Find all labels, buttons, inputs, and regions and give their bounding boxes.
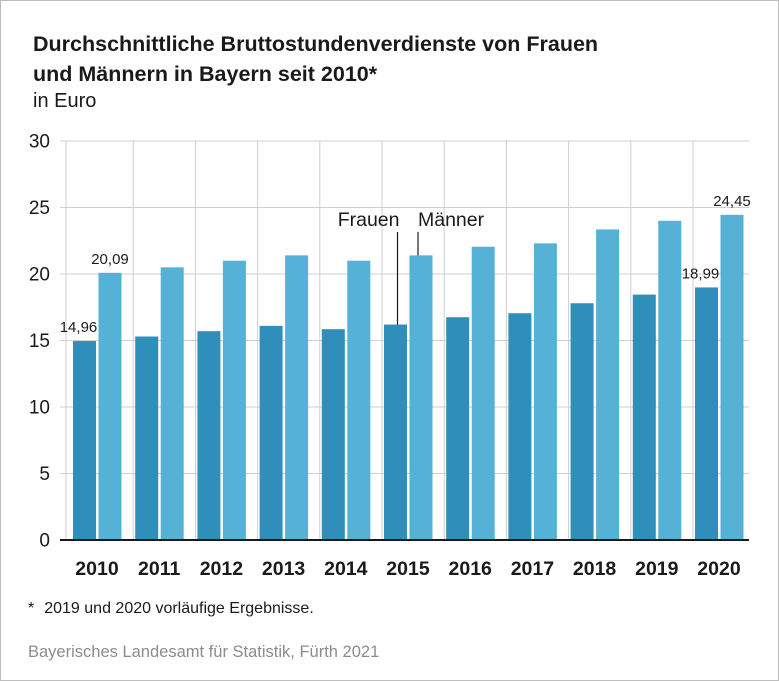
bar-frauen-2010 [73, 341, 96, 540]
bar-frauen-2020 [695, 287, 718, 540]
bar-maenner-2018 [596, 229, 620, 540]
data-label-maenner-2020: 24,45 [713, 193, 751, 210]
y-tick-label-25: 25 [29, 198, 50, 219]
chart-title-line-1: Durchschnittliche Bruttostundenverdienst… [33, 32, 599, 56]
source-note: Bayerisches Landesamt für Statistik, Für… [28, 643, 380, 661]
bar-maenner-2020 [720, 214, 744, 540]
bar-frauen-2013 [259, 325, 283, 540]
bar-maenner-2016 [471, 246, 495, 541]
x-tick-label-2011: 2011 [138, 558, 180, 580]
chart-title-line-2: und Männern in Bayern seit 2010* [33, 62, 378, 86]
x-tick-label-2010: 2010 [75, 558, 119, 580]
bar-frauen-2019 [632, 294, 656, 540]
x-tick-label-2012: 2012 [200, 558, 244, 580]
y-tick-label-15: 15 [29, 331, 50, 352]
y-tick-label-30: 30 [29, 132, 50, 153]
x-tick-label-2017: 2017 [511, 558, 554, 580]
bar-maenner-2015 [409, 255, 433, 540]
y-tick-label-20: 20 [29, 265, 50, 286]
x-tick-label-2015: 2015 [386, 558, 430, 580]
bar-maenner-2013 [285, 255, 309, 540]
bar-frauen-2012 [197, 331, 221, 540]
bar-frauen-2017 [508, 313, 532, 540]
bar-frauen-2014 [321, 329, 345, 540]
y-tick-label-0: 0 [39, 531, 50, 552]
data-label-frauen-2020: 18,99 [682, 265, 720, 282]
x-tick-label-2020: 2020 [697, 558, 741, 580]
y-tick-label-10: 10 [29, 398, 50, 419]
bar-maenner-2017 [533, 243, 557, 540]
bar-frauen-2015 [384, 324, 407, 540]
bar-frauen-2018 [570, 303, 594, 540]
bar-frauen-2016 [446, 317, 470, 540]
bar-maenner-2019 [658, 220, 682, 541]
legend-label-frauen: Frauen [338, 209, 400, 231]
bar-frauen-2011 [135, 336, 159, 540]
footnote-marker: * [28, 600, 35, 617]
legend-label-maenner: Männer [418, 209, 485, 231]
x-tick-label-2014: 2014 [324, 558, 368, 580]
y-tick-label-5: 5 [39, 464, 50, 485]
data-label-maenner-2010: 20,09 [91, 251, 129, 268]
bar-maenner-2010 [98, 272, 122, 540]
bar-maenner-2011 [160, 267, 184, 540]
bar-maenner-2014 [347, 260, 371, 540]
x-tick-label-2018: 2018 [573, 558, 617, 580]
bar-maenner-2012 [222, 260, 246, 540]
x-tick-label-2019: 2019 [635, 558, 679, 580]
footnote-text: 2019 und 2020 vorläufige Ergebnisse. [44, 600, 314, 617]
x-tick-label-2013: 2013 [262, 558, 306, 580]
chart-title: Durchschnittliche Bruttostundenverdienst… [33, 29, 733, 89]
data-label-frauen-2010: 14,96 [60, 319, 98, 336]
footnote: * 2019 und 2020 vorläufige Ergebnisse. [28, 600, 314, 618]
chart-subtitle: in Euro [33, 90, 97, 112]
x-tick-label-2016: 2016 [449, 558, 493, 580]
